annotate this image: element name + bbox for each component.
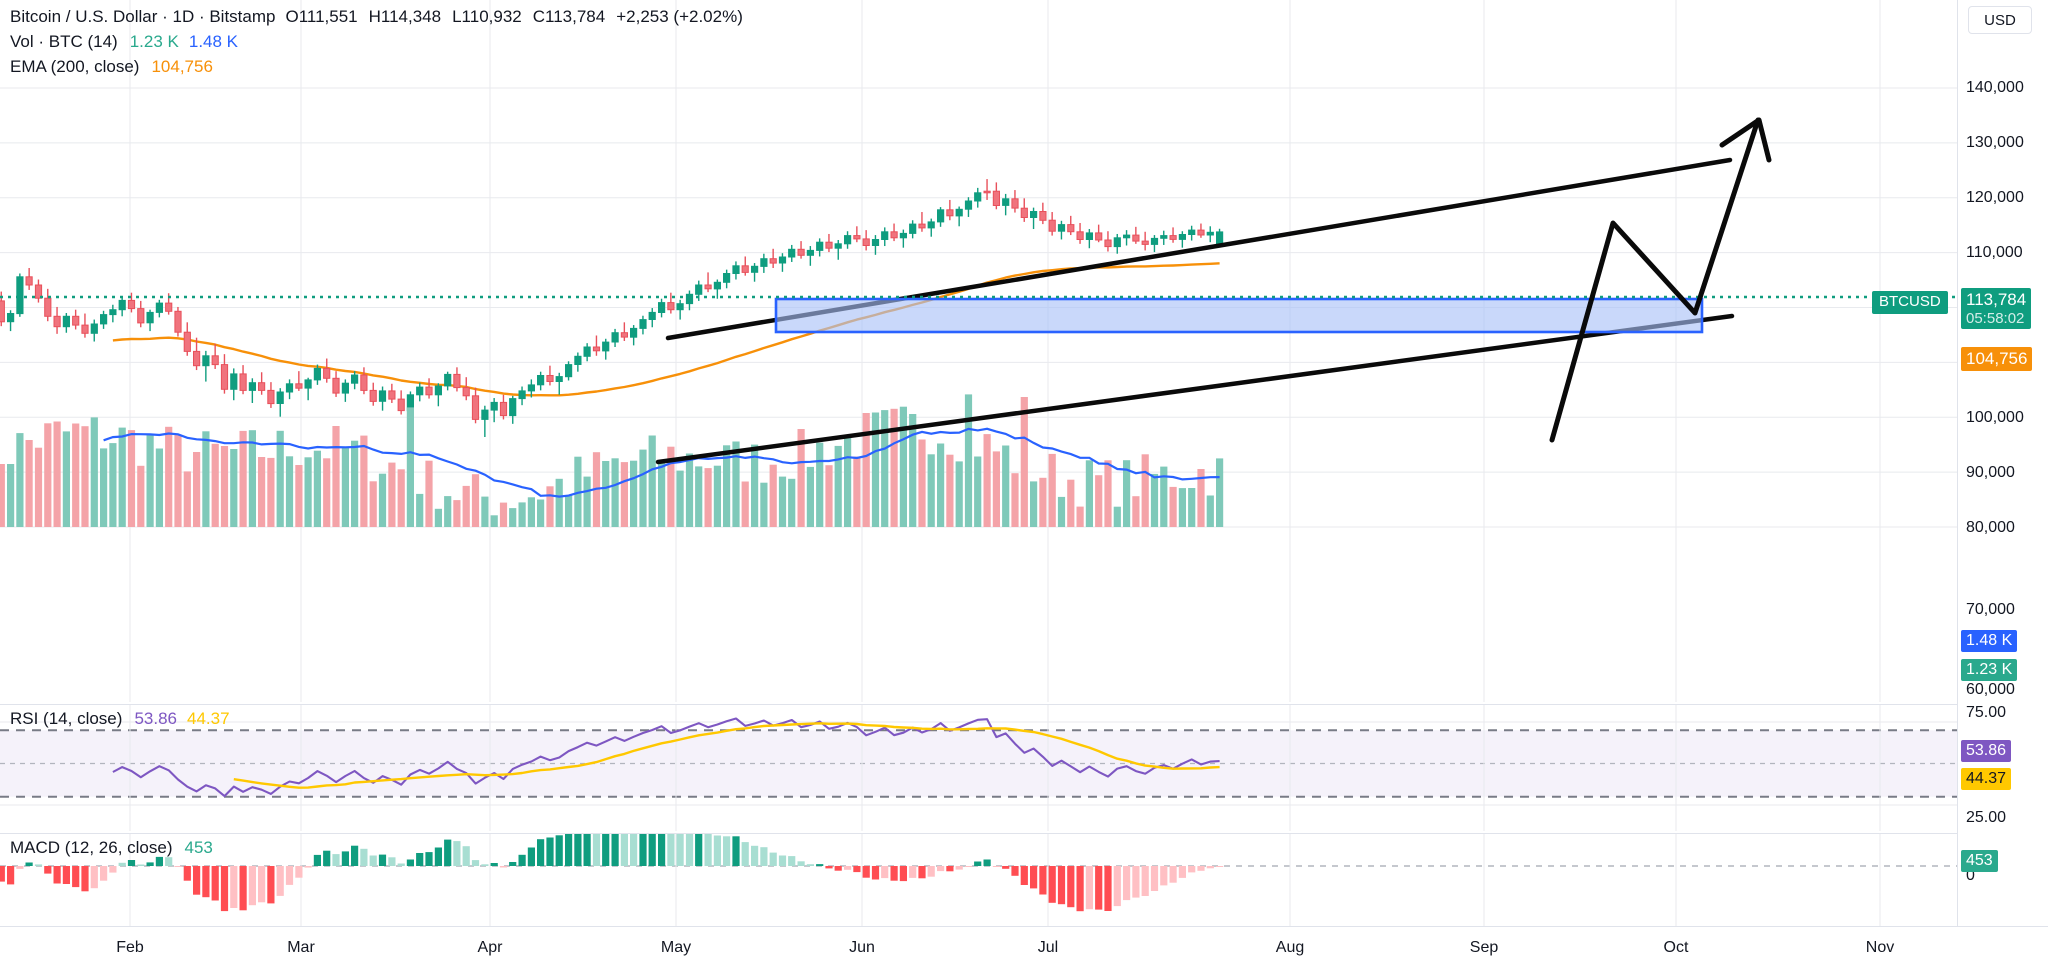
ohlc-open: O111,551 <box>285 7 358 26</box>
time-tick-jun: Jun <box>849 939 875 956</box>
price-tick-100000: 100,000 <box>1966 409 2024 426</box>
price-tick-80000: 80,000 <box>1966 519 2015 536</box>
currency-chip[interactable]: USD <box>1968 6 2032 34</box>
price-chart-canvas <box>0 0 1958 702</box>
volume-study-label: Vol · BTC (14) <box>10 32 118 51</box>
legend-row-ema[interactable]: EMA (200, close) 104,756 <box>10 58 754 75</box>
macd-tick-0: 0 <box>1966 867 1975 884</box>
legend-row-symbol[interactable]: Bitcoin / U.S. Dollar · 1D · Bitstamp O1… <box>10 8 754 25</box>
price-tick-120000: 120,000 <box>1966 189 2024 206</box>
time-tick-may: May <box>660 939 692 956</box>
rsi-tick-75-00: 75.00 <box>1966 704 2007 721</box>
time-tick-feb: Feb <box>116 939 144 956</box>
ohlc-high: H114,348 <box>368 7 442 26</box>
pane-divider-rsi <box>0 704 2048 705</box>
price-tick-110000: 110,000 <box>1966 244 2023 261</box>
ohlc-close: C113,784 <box>532 7 606 26</box>
rsi-legend[interactable]: RSI (14, close) 53.86 44.37 <box>10 709 230 729</box>
ohlc-values: O111,551 H114,348 L110,932 C113,784 +2,253 (… <box>285 8 753 25</box>
macd-legend[interactable]: MACD (12, 26, close) 453 <box>10 838 213 858</box>
volume-badge[interactable]: 1.23 K <box>1961 659 2018 682</box>
time-tick-mar: Mar <box>287 939 315 956</box>
main-price-pane[interactable] <box>0 0 1958 702</box>
symbol-title: Bitcoin / U.S. Dollar · 1D · Bitstamp <box>10 7 276 26</box>
time-tick-sep: Sep <box>1469 939 1499 956</box>
pane-divider-macd <box>0 833 2048 834</box>
time-scale[interactable]: Feb Mar Apr May Jun Jul Aug Sep Oct Nov <box>0 926 2048 967</box>
macd-study-label: MACD (12, 26, close) <box>10 838 173 857</box>
macd-pane[interactable] <box>0 834 1958 926</box>
ohlc-change: +2,253 (+2.02%) <box>616 7 743 26</box>
legend-row-volume[interactable]: Vol · BTC (14) 1.23 K 1.48 K <box>10 33 754 50</box>
ema-value: 104,756 <box>151 57 213 76</box>
symbol-price-tag[interactable]: BTCUSD <box>1872 291 1948 314</box>
time-tick-apr: Apr <box>477 939 503 956</box>
time-tick-aug: Aug <box>1275 939 1305 956</box>
rsi-ma-badge[interactable]: 44.37 <box>1961 768 2012 791</box>
price-tick-70000: 70,000 <box>1966 601 2015 618</box>
time-tick-oct: Oct <box>1663 939 1689 956</box>
chart-legend: Bitcoin / U.S. Dollar · 1D · Bitstamp O1… <box>10 8 754 83</box>
macd-value: 453 <box>184 838 213 857</box>
rsi-tick-25-00: 25.00 <box>1966 809 2007 826</box>
rsi-chart-canvas <box>0 705 1958 831</box>
volume-value-1: 1.23 K <box>129 32 179 51</box>
price-tick-60000: 60,000 <box>1966 681 2015 698</box>
macd-chart-canvas <box>0 834 1958 926</box>
rsi-ma-value: 44.37 <box>186 709 230 728</box>
rsi-study-label: RSI (14, close) <box>10 709 123 728</box>
rsi-badge[interactable]: 53.86 <box>1961 740 2012 763</box>
ema-study-label: EMA (200, close) <box>10 57 140 76</box>
rsi-pane[interactable] <box>0 705 1958 831</box>
volume-ma-badge[interactable]: 1.48 K <box>1961 630 2018 653</box>
price-tick-90000: 90,000 <box>1966 464 2015 481</box>
time-tick-jul: Jul <box>1037 939 1059 956</box>
time-tick-nov: Nov <box>1865 939 1895 956</box>
price-tick-130000: 130,000 <box>1966 134 2024 151</box>
last-price-badge[interactable]: 113,784 05:58:02 <box>1961 288 2032 329</box>
ohlc-low: L110,932 <box>452 7 522 26</box>
ema-price-badge[interactable]: 104,756 <box>1961 347 2033 371</box>
rsi-value: 53.86 <box>134 709 177 728</box>
price-tick-140000: 140,000 <box>1966 79 2024 96</box>
macd-badge[interactable]: 453 <box>1961 850 1998 873</box>
volume-value-2: 1.48 K <box>188 32 239 51</box>
price-scale[interactable]: USD 140,000 130,000 120,000 110,000 100,000 9… <box>1957 0 2048 926</box>
